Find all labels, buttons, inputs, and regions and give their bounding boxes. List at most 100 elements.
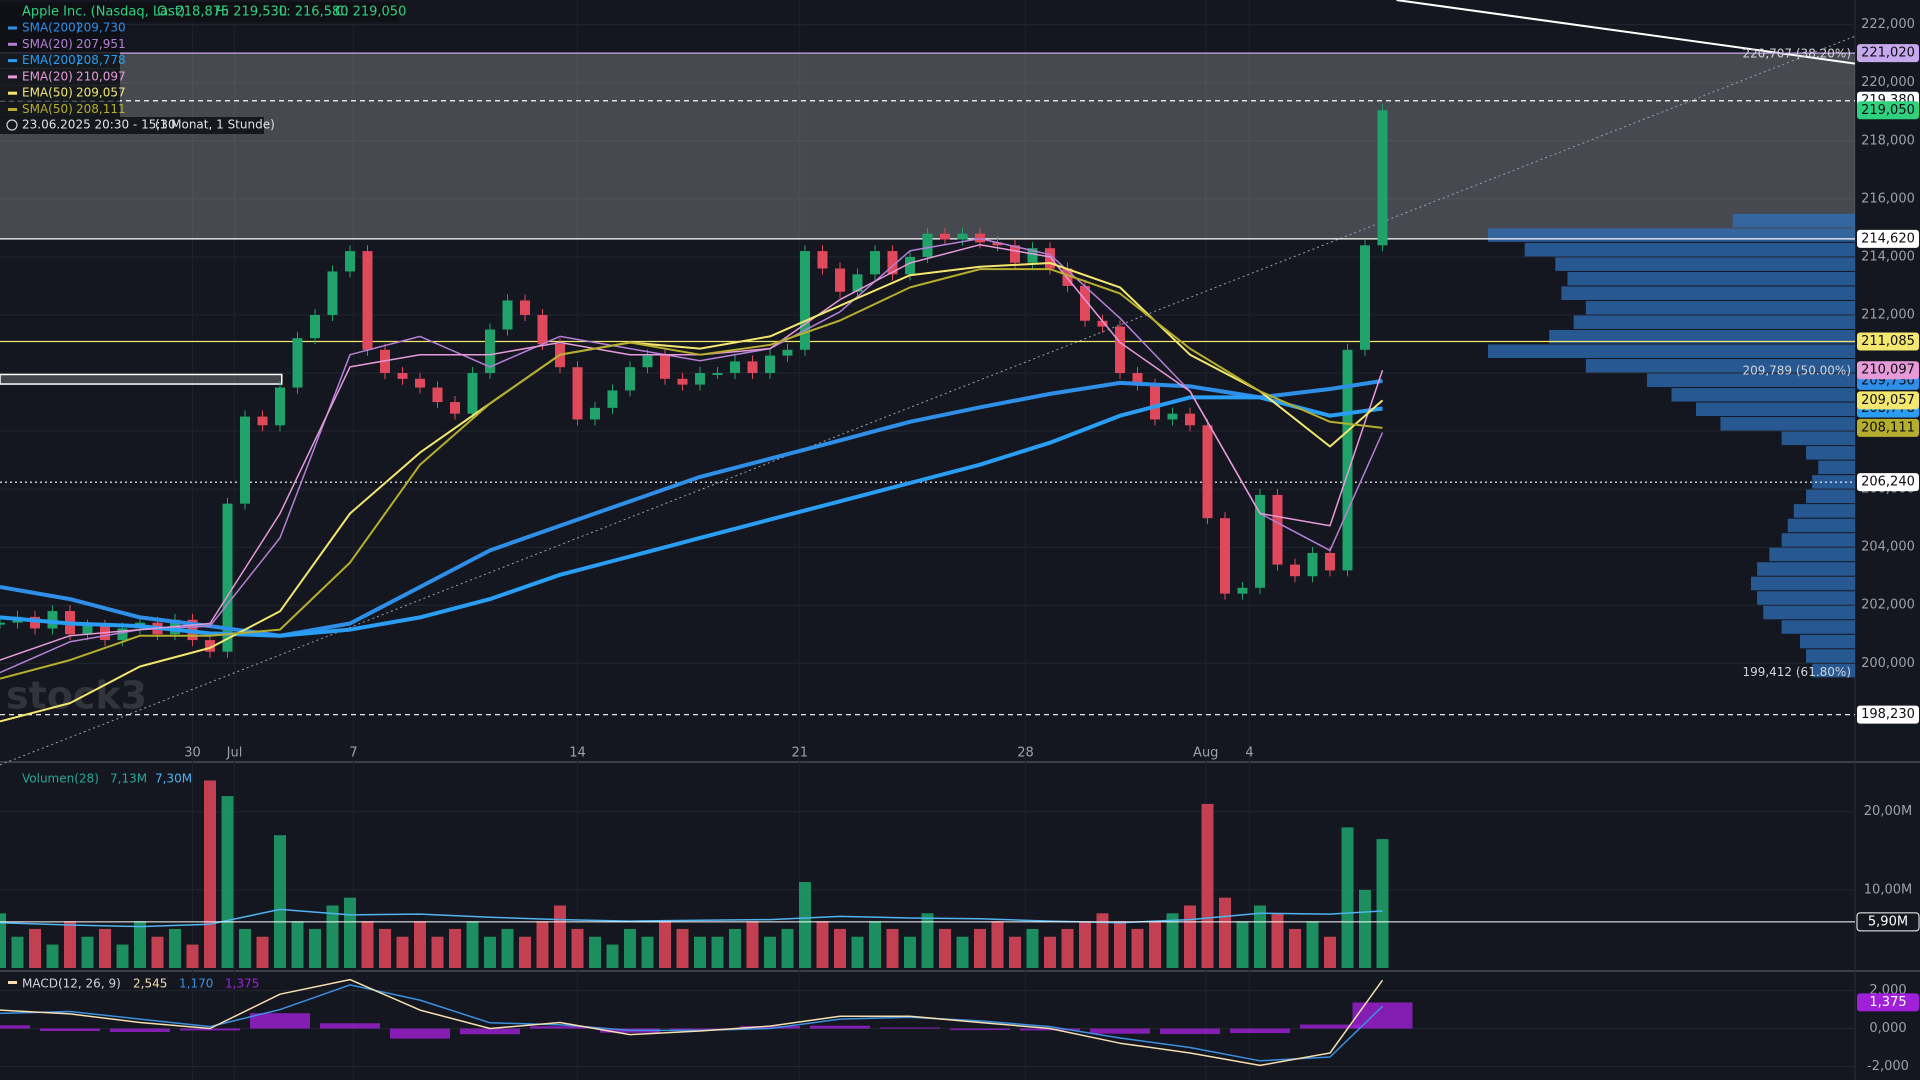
candle [82, 625, 93, 635]
candle [1010, 245, 1020, 263]
candle [205, 640, 215, 652]
legend-bg [0, 101, 120, 118]
volume-bar [1184, 905, 1196, 968]
volume-bar [816, 921, 829, 968]
volume-tick-label: 10,00M [1864, 882, 1912, 897]
volume-profile-bar [1671, 388, 1855, 402]
legend-swatch [8, 75, 17, 79]
volume-bar [1201, 803, 1214, 968]
candle [467, 373, 478, 414]
volume-bar [659, 921, 671, 968]
volume-bar [834, 928, 846, 968]
volume-profile-bar [1799, 634, 1855, 649]
volume-profile-bar [1781, 533, 1855, 547]
volume-bar [921, 913, 934, 968]
legend-swatch [8, 108, 17, 111]
volume-profile-bar [1818, 460, 1855, 475]
volume-bar [589, 936, 601, 968]
candle [1237, 587, 1248, 594]
volume-bar [519, 936, 531, 968]
candle [345, 251, 355, 272]
candle [677, 378, 688, 385]
macd-swatch [8, 981, 17, 984]
volume-bar [641, 936, 654, 968]
macd-histogram-bar [880, 1027, 940, 1029]
legend-swatch [8, 59, 17, 63]
price-label-box [1857, 101, 1919, 120]
volume-bar [256, 936, 269, 968]
candle [275, 387, 285, 426]
volume-bar [536, 921, 549, 968]
volume-bar [344, 897, 356, 968]
macd-line [0, 978, 1384, 1067]
volume-bar [11, 936, 24, 968]
price-label: 206,240 [1861, 475, 1915, 490]
price-label: 208,111 [1861, 420, 1915, 435]
candle [800, 251, 810, 350]
volume-bar [414, 921, 426, 968]
legend-swatch [8, 26, 17, 30]
macd-histogram-bar [250, 1013, 310, 1029]
ohlc-readout: L: 216,580 [279, 5, 349, 20]
volume-ma [0, 908, 1383, 928]
price-label-box [1857, 705, 1919, 724]
volume-bar [764, 936, 776, 968]
volume-bar [274, 835, 286, 968]
volume-bar [379, 928, 391, 968]
volume-bar [974, 928, 986, 968]
candle [450, 402, 460, 414]
volume-bar [1131, 928, 1144, 968]
y-tick-label: 216,000 [1861, 191, 1915, 206]
volume-bar [1359, 889, 1371, 968]
volume-bar [1376, 839, 1389, 968]
candle [1115, 326, 1125, 374]
volume-bar [956, 936, 969, 968]
candle [1132, 373, 1143, 385]
volume-bar [116, 944, 129, 968]
candle [782, 349, 793, 356]
ohlc-readout: O: 218,875 [157, 5, 229, 20]
candle [1255, 494, 1265, 588]
candle [835, 268, 845, 292]
candle [1097, 320, 1108, 327]
candle [712, 373, 723, 376]
volume-profile-bar [1812, 475, 1855, 489]
volume-profile-bar [1781, 620, 1855, 634]
volume-readout: 7,30M [155, 772, 192, 786]
legend-value: 208,778 [76, 53, 126, 67]
volume-bar [326, 905, 339, 968]
candle [520, 300, 530, 315]
volume-bar [1271, 913, 1284, 968]
price-label-box [1857, 361, 1919, 380]
price-label-box [1857, 44, 1919, 63]
period-note: (1 Monat, 1 Stunde) [155, 118, 275, 132]
moving-average [0, 268, 1383, 680]
volume-bar [1236, 921, 1249, 968]
volume-bar [746, 921, 759, 968]
volume-bar [221, 796, 234, 968]
candle [765, 355, 775, 374]
volume-bar [729, 928, 741, 968]
volume-bar [571, 928, 584, 968]
price-label-box [1857, 418, 1919, 437]
legend-name: SMA(20) [22, 37, 73, 51]
price-label: 219,050 [1861, 103, 1915, 118]
volume-bar [449, 928, 461, 968]
volume-profile-bar [1549, 329, 1855, 344]
candle [310, 314, 320, 339]
candle [1045, 248, 1055, 269]
volume-bar [711, 936, 724, 968]
volume-bar [239, 928, 251, 968]
volume-bar [781, 928, 794, 968]
moving-average [0, 237, 1384, 674]
volume-profile-bar [1573, 315, 1855, 329]
volume-level-box [1856, 912, 1920, 932]
candle [730, 361, 740, 374]
candle [695, 373, 705, 385]
zone [0, 53, 1855, 239]
candle [852, 274, 863, 292]
moving-average [0, 262, 1384, 723]
candle [905, 256, 915, 275]
price-label: 214,620 [1861, 231, 1915, 246]
